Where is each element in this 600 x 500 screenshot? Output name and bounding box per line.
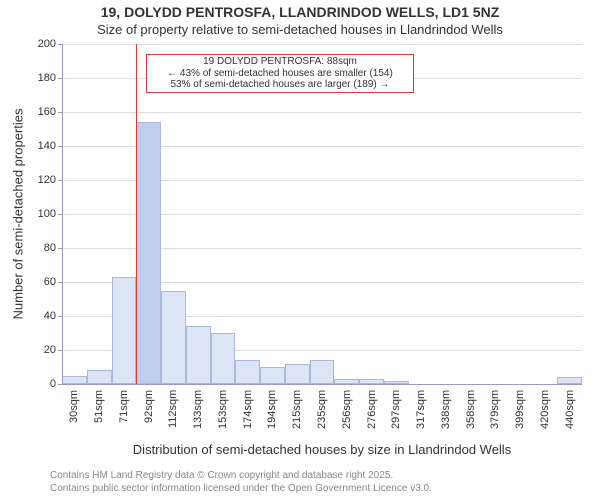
y-tick-label: 200 — [28, 38, 56, 50]
histogram-bar — [310, 360, 335, 384]
x-tick-label: 174sqm — [242, 390, 254, 438]
footnote-line-1: Contains HM Land Registry data © Crown c… — [50, 470, 432, 483]
x-tick-label: 133sqm — [192, 390, 204, 438]
x-tick-label: 112sqm — [167, 390, 179, 438]
x-tick-label: 276sqm — [366, 390, 378, 438]
annotation-box: 19 DOLYDD PENTROSFA: 88sqm← 43% of semi-… — [146, 54, 414, 93]
histogram-bar — [62, 376, 87, 385]
chart-subtitle: Size of property relative to semi-detach… — [0, 22, 600, 38]
chart-container: 19, DOLYDD PENTROSFA, LLANDRINDOD WELLS,… — [0, 0, 600, 500]
histogram-bar — [112, 277, 137, 384]
x-tick-label: 256sqm — [341, 390, 353, 438]
gridline — [62, 112, 582, 113]
gridline — [62, 44, 582, 45]
x-tick-label: 92sqm — [143, 390, 155, 438]
x-tick-label: 194sqm — [266, 390, 278, 438]
x-tick-label: 297sqm — [390, 390, 402, 438]
x-tick-label: 420sqm — [539, 390, 551, 438]
histogram-bar — [87, 370, 112, 384]
x-tick-label: 71sqm — [118, 390, 130, 438]
footnote: Contains HM Land Registry data © Crown c… — [50, 470, 432, 495]
annotation-line: ← 43% of semi-detached houses are smalle… — [150, 68, 410, 80]
y-tick-label: 20 — [28, 344, 56, 356]
histogram-bar — [557, 377, 582, 384]
x-tick-label: 215sqm — [291, 390, 303, 438]
histogram-bar — [260, 367, 285, 384]
y-tick-label: 40 — [28, 310, 56, 322]
chart-title: 19, DOLYDD PENTROSFA, LLANDRINDOD WELLS,… — [0, 0, 600, 22]
histogram-bar — [186, 326, 211, 384]
y-tick-label: 160 — [28, 106, 56, 118]
x-tick-label: 338sqm — [440, 390, 452, 438]
y-tick-label: 60 — [28, 276, 56, 288]
y-tick-label: 0 — [28, 378, 56, 390]
y-tick-label: 80 — [28, 242, 56, 254]
x-tick-label: 235sqm — [316, 390, 328, 438]
plot-area: 02040608010012014016018020019 DOLYDD PEN… — [62, 44, 582, 384]
x-tick-label: 153sqm — [217, 390, 229, 438]
histogram-bar — [211, 333, 236, 384]
y-tick-label: 100 — [28, 208, 56, 220]
histogram-bar — [235, 360, 260, 384]
x-tick-label: 440sqm — [564, 390, 576, 438]
x-tick-label: 30sqm — [68, 390, 80, 438]
y-axis-line — [62, 44, 63, 384]
annotation-line: 53% of semi-detached houses are larger (… — [150, 79, 410, 91]
histogram-bar — [136, 122, 161, 384]
y-tick-label: 140 — [28, 140, 56, 152]
x-tick-label: 358sqm — [465, 390, 477, 438]
histogram-bar — [161, 291, 186, 385]
property-marker-line — [136, 44, 138, 384]
x-axis-title: Distribution of semi-detached houses by … — [133, 442, 511, 457]
x-axis-line — [62, 384, 582, 385]
y-axis-title: Number of semi-detached properties — [11, 109, 26, 320]
x-tick-label: 379sqm — [489, 390, 501, 438]
x-tick-label: 399sqm — [514, 390, 526, 438]
y-tick-label: 120 — [28, 174, 56, 186]
footnote-line-2: Contains public sector information licen… — [50, 483, 432, 496]
x-tick-label: 51sqm — [93, 390, 105, 438]
y-tick-label: 180 — [28, 72, 56, 84]
annotation-line: 19 DOLYDD PENTROSFA: 88sqm — [150, 56, 410, 68]
histogram-bar — [285, 364, 310, 384]
x-tick-label: 317sqm — [415, 390, 427, 438]
